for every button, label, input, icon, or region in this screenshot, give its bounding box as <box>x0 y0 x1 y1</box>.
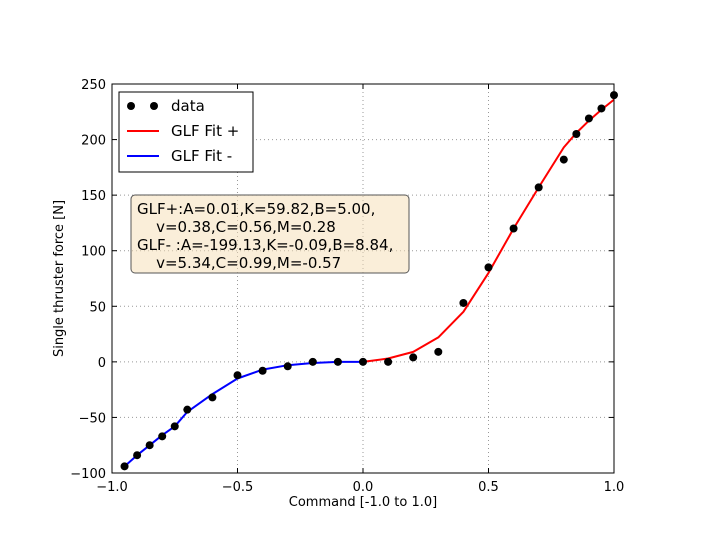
series-layer <box>120 91 618 471</box>
data-point <box>308 357 317 366</box>
legend-label: GLF Fit - <box>171 147 232 165</box>
y-tick-label: 50 <box>89 300 106 315</box>
data-point <box>158 432 167 441</box>
data-point <box>183 405 192 414</box>
legend-marker <box>127 102 135 110</box>
data-point <box>434 347 443 356</box>
data-point <box>534 183 543 192</box>
data-point <box>584 114 593 123</box>
y-tick-label: 100 <box>81 245 106 260</box>
data-point <box>258 366 267 375</box>
y-tick-label: 0 <box>98 356 106 371</box>
data-point <box>170 422 179 431</box>
ticks: −1.0 −0.5 0.0 0.5 1.0 −100 −50 0 50 100 150 200 250 <box>70 78 624 495</box>
y-tick-label: −100 <box>70 467 106 482</box>
data-point <box>133 451 142 460</box>
x-tick-label: 0.5 <box>478 480 499 495</box>
y-tick-label: 200 <box>81 134 106 149</box>
data-point <box>572 130 581 139</box>
legend-marker <box>150 102 158 110</box>
annotation-line-1: GLF+:A=0.01,K=59.82,B=5.00, <box>137 200 375 218</box>
annotation-line-2: v=0.38,C=0.56,M=0.28 <box>137 218 336 236</box>
annotation-line-4: v=5.34,C=0.99,M=-0.57 <box>137 254 341 272</box>
y-tick-label: −50 <box>79 411 106 426</box>
x-tick-label: −1.0 <box>96 480 128 495</box>
x-tick-label: 1.0 <box>604 480 625 495</box>
x-tick-label: 0.0 <box>353 480 374 495</box>
data-point <box>120 462 129 471</box>
data-point <box>333 357 342 366</box>
x-axis-label: Command [-1.0 to 1.0] <box>289 495 437 510</box>
annotation-line-3: GLF- :A=-199.13,K=-0.09,B=8.84, <box>137 236 393 254</box>
data-point <box>597 104 606 113</box>
data-point <box>459 298 468 307</box>
y-axis-label: Single thruster force [N] <box>52 200 67 357</box>
y-tick-label: 250 <box>81 78 106 93</box>
fit-parameters-annotation: GLF+:A=0.01,K=59.82,B=5.00, v=0.38,C=0.5… <box>130 194 410 274</box>
data-point <box>509 224 518 233</box>
data-point <box>384 357 393 366</box>
data-point <box>145 441 154 450</box>
annotation-box <box>130 194 410 274</box>
data-point <box>283 362 292 371</box>
legend: data GLF Fit + GLF Fit - <box>118 91 254 173</box>
data-point <box>559 155 568 164</box>
x-tick-label: −0.5 <box>222 480 254 495</box>
legend-label: GLF Fit + <box>171 122 239 140</box>
data-point <box>208 393 217 402</box>
data-point <box>359 357 367 366</box>
data-point <box>233 371 242 380</box>
legend-label: data <box>171 97 205 115</box>
data-point <box>484 263 493 272</box>
y-tick-label: 150 <box>81 189 106 204</box>
data-point <box>409 353 418 362</box>
